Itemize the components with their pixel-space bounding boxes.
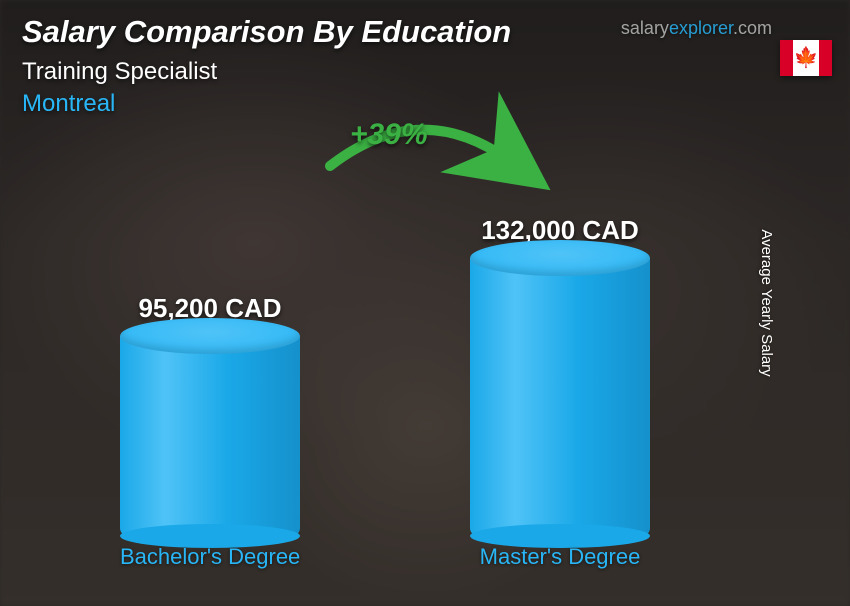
content-layer: Salary Comparison By Education Training … [0,0,850,606]
bar-body-1 [470,258,650,536]
bar-group-1: 132,000 CAD [470,215,650,536]
country-flag: 🍁 [780,40,832,76]
chart-subtitle: Training Specialist [22,58,217,86]
flag-leaf-icon: 🍁 [793,40,819,76]
bar-0 [120,336,300,536]
watermark-part1: salary [621,18,669,38]
bar-body-0 [120,336,300,536]
flag-band-right [819,40,832,76]
bar-chart: +39% 95,200 CAD Bachelor's Degree 132,00… [0,136,810,576]
increase-percent: +39% [350,118,428,152]
bar-1 [470,258,650,536]
bar-group-0: 95,200 CAD [120,293,300,536]
bar-top-1 [470,240,650,276]
watermark-part2: explorer [669,18,733,38]
watermark-part3: .com [733,18,772,38]
watermark: salaryexplorer.com [621,18,772,39]
chart-location: Montreal [22,90,115,118]
bar-label-1: Master's Degree [470,544,650,570]
chart-title: Salary Comparison By Education [22,14,511,50]
bar-top-0 [120,318,300,354]
flag-band-left [780,40,793,76]
bar-label-0: Bachelor's Degree [120,544,300,570]
